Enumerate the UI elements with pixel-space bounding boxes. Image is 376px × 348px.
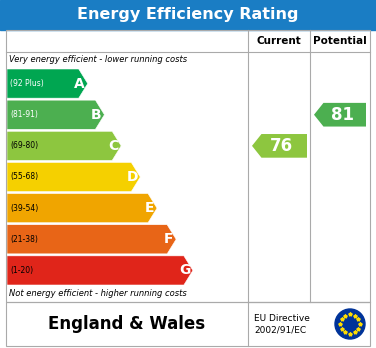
- Text: C: C: [108, 139, 118, 153]
- Text: Energy Efficiency Rating: Energy Efficiency Rating: [77, 8, 299, 23]
- Text: (81-91): (81-91): [10, 110, 38, 119]
- Text: E: E: [144, 201, 154, 215]
- Polygon shape: [7, 163, 140, 191]
- Text: Very energy efficient - lower running costs: Very energy efficient - lower running co…: [9, 55, 187, 64]
- Text: D: D: [127, 170, 138, 184]
- Polygon shape: [7, 131, 121, 160]
- Bar: [6, 30, 370, 302]
- Circle shape: [335, 309, 365, 339]
- Text: (55-68): (55-68): [10, 173, 38, 182]
- Text: (1-20): (1-20): [10, 266, 33, 275]
- Text: (39-54): (39-54): [10, 204, 38, 213]
- Text: (69-80): (69-80): [10, 141, 38, 150]
- Text: 76: 76: [270, 137, 293, 155]
- Polygon shape: [7, 256, 193, 285]
- Polygon shape: [7, 69, 88, 98]
- Text: England & Wales: England & Wales: [49, 315, 206, 333]
- Bar: [6, 302, 370, 346]
- Text: 81: 81: [331, 106, 353, 124]
- Polygon shape: [7, 225, 176, 254]
- Polygon shape: [252, 134, 307, 158]
- Text: Potential: Potential: [313, 36, 367, 46]
- Text: EU Directive
2002/91/EC: EU Directive 2002/91/EC: [254, 314, 310, 334]
- Text: (21-38): (21-38): [10, 235, 38, 244]
- Polygon shape: [7, 193, 157, 223]
- Text: B: B: [91, 108, 102, 122]
- Text: A: A: [74, 77, 85, 90]
- Bar: [0, 0, 376, 30]
- Polygon shape: [7, 100, 105, 129]
- Text: G: G: [179, 263, 191, 277]
- Polygon shape: [314, 103, 366, 127]
- Text: F: F: [164, 232, 173, 246]
- Text: (92 Plus): (92 Plus): [10, 79, 44, 88]
- Text: Current: Current: [257, 36, 302, 46]
- Text: Not energy efficient - higher running costs: Not energy efficient - higher running co…: [9, 290, 187, 299]
